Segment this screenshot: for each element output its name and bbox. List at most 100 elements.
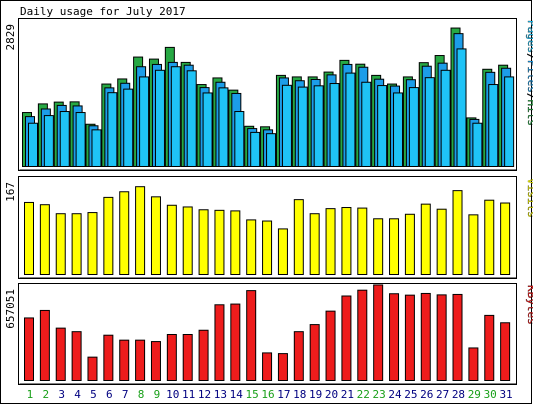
bar-kbytes-day-20 (325, 310, 336, 381)
bar-visits-day-30 (484, 199, 495, 275)
bar-kbytes-day-26 (420, 292, 431, 381)
bar-visits-day-14 (230, 210, 241, 275)
day-label-4: 4 (74, 388, 81, 401)
bar-kbytes-day-10 (166, 333, 177, 381)
bar-kbytes-day-15 (246, 290, 257, 381)
bar-pages-day-2 (43, 115, 54, 168)
bar-visits-day-13 (214, 209, 225, 275)
bar-kbytes-day-1 (24, 317, 34, 382)
bar-visits-day-18 (293, 199, 304, 275)
bar-kbytes-day-31 (500, 322, 511, 382)
bar-visits-day-25 (404, 213, 415, 276)
bar-kbytes-day-29 (468, 347, 479, 381)
bar-pages-day-21 (345, 72, 356, 167)
bar-kbytes-day-16 (262, 352, 273, 382)
day-label-27: 27 (436, 388, 449, 401)
bar-visits-day-6 (103, 196, 114, 275)
day-label-29: 29 (468, 388, 481, 401)
bar-kbytes-day-18 (293, 331, 304, 382)
legend-part-hits-3: / (525, 93, 533, 100)
bar-kbytes-day-23 (373, 284, 384, 381)
bar-kbytes-day-17 (277, 353, 288, 382)
bar-kbytes-day-25 (404, 294, 415, 381)
max-label-hits: 2829 (4, 24, 17, 51)
day-label-21: 21 (341, 388, 354, 401)
day-label-30: 30 (484, 388, 497, 401)
day-label-11: 11 (182, 388, 195, 401)
legend-part-kbytes-0: KBytes (525, 285, 533, 325)
bar-kbytes-day-5 (87, 356, 98, 382)
legend-part-hits-2: Files (525, 60, 533, 93)
bar-kbytes-day-3 (55, 327, 66, 382)
day-label-2: 2 (42, 388, 49, 401)
bar-visits-day-29 (468, 214, 479, 275)
day-label-24: 24 (388, 388, 402, 401)
bar-visits-day-1 (24, 201, 34, 276)
bar-visits-day-17 (277, 228, 288, 275)
bar-pages-day-15 (250, 131, 261, 167)
bar-kbytes-day-11 (182, 333, 193, 381)
day-label-17: 17 (277, 388, 290, 401)
day-label-19: 19 (309, 388, 322, 401)
day-label-25: 25 (404, 388, 417, 401)
bar-visits-day-9 (150, 196, 161, 275)
bar-visits-day-11 (182, 206, 193, 275)
bar-kbytes-day-27 (436, 294, 447, 381)
bar-pages-day-5 (91, 129, 102, 168)
bar-kbytes-day-2 (39, 309, 50, 382)
legend-hits: Pages/Files/Hits (525, 20, 533, 126)
series-pages (28, 48, 515, 168)
day-label-13: 13 (214, 388, 227, 401)
bar-visits-day-2 (39, 204, 50, 276)
day-label-3: 3 (58, 388, 65, 401)
day-label-10: 10 (166, 388, 179, 401)
max-label-visits: 167 (4, 182, 17, 202)
bar-visits-day-20 (325, 208, 336, 275)
bar-kbytes-day-13 (214, 304, 225, 382)
bar-pages-day-20 (329, 83, 340, 167)
day-label-28: 28 (452, 388, 465, 401)
bar-pages-day-19 (313, 85, 324, 167)
bar-pages-day-26 (424, 77, 435, 167)
bar-pages-day-7 (123, 88, 134, 167)
day-label-14: 14 (230, 388, 244, 401)
bar-visits-day-22 (357, 207, 368, 275)
legend-part-hits-0: Pages (525, 20, 533, 53)
bar-visits-day-16 (262, 220, 273, 275)
bar-pages-day-30 (488, 84, 499, 167)
bar-visits-day-3 (55, 213, 66, 275)
bar-visits-day-15 (246, 219, 257, 275)
bar-pages-day-3 (59, 111, 70, 167)
panel-kbytes: 657051 KBytes (4, 283, 533, 385)
day-label-5: 5 (90, 388, 97, 401)
legend-visits: Visits (525, 178, 533, 218)
legend-kbytes: KBytes (525, 285, 533, 325)
bar-pages-day-23 (377, 85, 388, 167)
bar-pages-day-6 (107, 92, 118, 167)
day-label-18: 18 (293, 388, 306, 401)
bar-pages-day-12 (202, 92, 213, 167)
day-label-7: 7 (122, 388, 129, 401)
chart-panels: 2829Pages/Files/Hits167Visits657051KByte… (4, 18, 533, 385)
bar-visits-day-19 (309, 213, 320, 275)
bar-pages-day-1 (28, 122, 38, 167)
bar-pages-day-17 (281, 84, 292, 167)
chart-title: Daily usage for July 2017 (20, 5, 186, 18)
bar-pages-day-28 (456, 48, 467, 167)
day-label-8: 8 (138, 388, 145, 401)
bar-pages-day-4 (75, 112, 86, 167)
day-label-9: 9 (154, 388, 161, 401)
bar-pages-day-10 (170, 66, 181, 167)
day-label-31: 31 (499, 388, 512, 401)
day-label-26: 26 (420, 388, 433, 401)
bar-kbytes-day-24 (389, 293, 400, 381)
legend-part-hits-4: Hits (525, 100, 533, 127)
bar-pages-day-16 (266, 133, 277, 167)
bar-kbytes-day-28 (452, 293, 463, 381)
bar-pages-day-27 (440, 69, 451, 167)
bar-kbytes-day-14 (230, 303, 241, 381)
bar-pages-day-14 (234, 111, 245, 167)
bar-visits-day-7 (119, 191, 130, 276)
